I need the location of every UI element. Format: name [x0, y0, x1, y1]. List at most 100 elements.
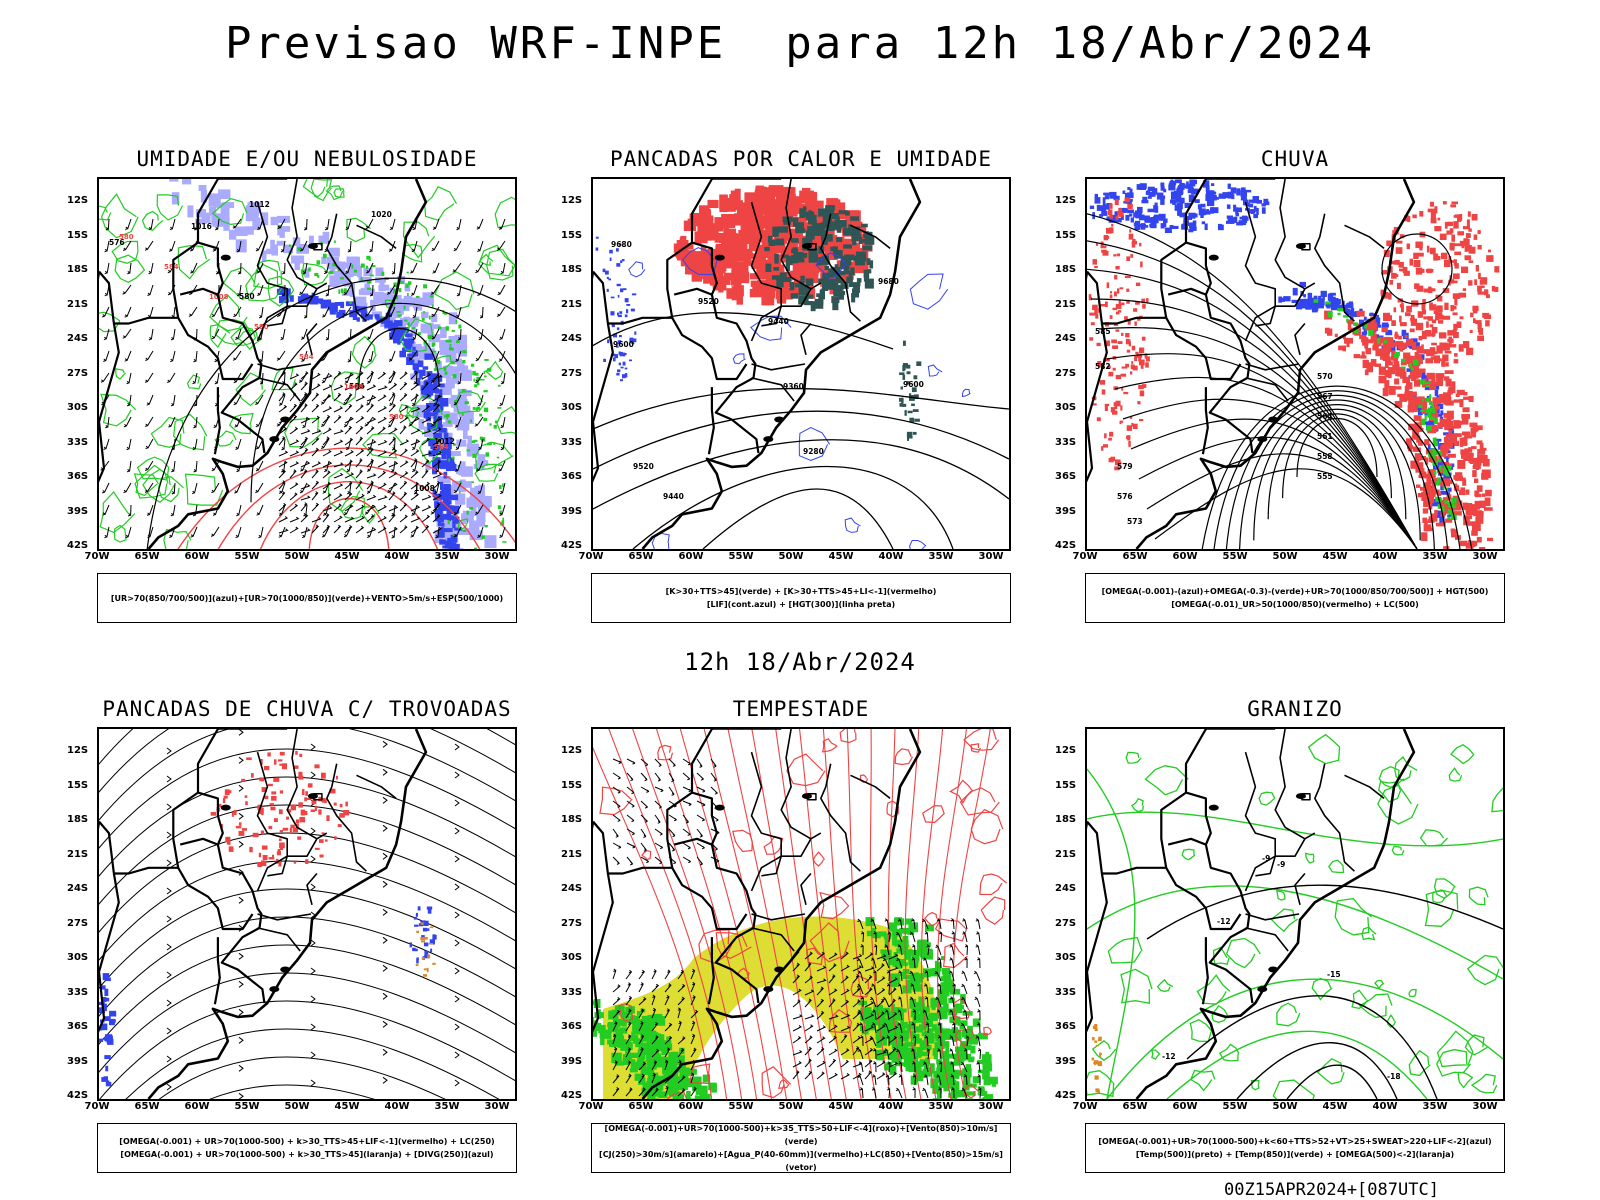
lon-tick-label: 45W	[828, 1101, 854, 1112]
lat-tick-label: 24S	[67, 883, 89, 894]
svg-text:-9: -9	[1262, 854, 1270, 863]
lon-tick-label: 60W	[678, 1101, 704, 1112]
legend-line: [OMEGA(-0.001) + UR>70(1000-500) + k>30_…	[120, 1150, 494, 1159]
svg-text:9520: 9520	[698, 297, 719, 306]
lat-tick-label: 42S	[1055, 540, 1077, 551]
lon-tick-label: 45W	[334, 1101, 360, 1112]
lat-tick-label: 18S	[1055, 264, 1077, 275]
panel-legend: [OMEGA(-0.001) + UR>70(1000-500) + k>30_…	[97, 1123, 517, 1173]
lon-tick-label: 35W	[1422, 551, 1448, 562]
lat-tick-label: 30S	[561, 402, 583, 413]
lon-tick-label: 70W	[1072, 1101, 1098, 1112]
panel-granizo: GRANIZO -9 -12 -15 -18 -9 -12 [OMEGA(-0.001)+…	[1055, 697, 1505, 1177]
svg-text:579: 579	[1117, 462, 1133, 471]
lat-tick-label: 12S	[561, 745, 583, 756]
lat-tick-label: 15S	[561, 779, 583, 791]
map-canvas	[99, 729, 515, 1099]
map-area[interactable]: 1012 1016 1020 576 580 584 1008 1012 580 584 1008 5…	[97, 177, 517, 551]
svg-text:-18: -18	[1387, 1072, 1401, 1081]
lat-tick-label: 33S	[561, 436, 583, 448]
lat-tick-label: 21S	[561, 298, 583, 310]
lat-tick-label: 42S	[67, 1090, 89, 1101]
svg-text:584: 584	[349, 382, 365, 391]
panel-legend: [OMEGA(-0.001)+UR>70(1000-500)+k<60+TTS>…	[1085, 1123, 1505, 1173]
lat-tick-label: 39S	[561, 505, 583, 517]
lon-tick-label: 60W	[184, 551, 210, 562]
lat-tick-label: 33S	[561, 986, 583, 998]
svg-text:-9: -9	[1277, 860, 1285, 869]
legend-line: [OMEGA(-0.001)+UR>70(1000-500)+k<60+TTS>…	[1098, 1137, 1492, 1146]
lat-tick-label: 15S	[67, 229, 89, 241]
lat-tick-label: 18S	[67, 814, 89, 825]
lat-tick-label: 36S	[67, 471, 89, 482]
lon-tick-label: 60W	[1172, 551, 1198, 562]
lat-tick-label: 12S	[561, 195, 583, 206]
lat-tick-label: 30S	[561, 952, 583, 963]
map-canvas	[593, 729, 1008, 1099]
panel-legend: [K>30+TTS>45](verde) + [K>30+TTS>45+LI<-…	[591, 573, 1011, 623]
lon-tick-label: 55W	[1222, 551, 1248, 562]
svg-text:9360: 9360	[783, 382, 804, 391]
svg-text:580: 580	[254, 323, 269, 331]
svg-text:9600: 9600	[613, 340, 634, 349]
svg-text:561: 561	[1317, 432, 1333, 441]
lat-tick-label: 12S	[67, 745, 89, 756]
panel-legend: [OMEGA(-0.001)+UR>70(1000-500)+k>35_TTS>…	[591, 1123, 1011, 1173]
lat-tick-label: 21S	[67, 848, 89, 860]
svg-text:9680: 9680	[878, 277, 899, 286]
map-area[interactable]	[591, 727, 1011, 1101]
lon-tick-label: 65W	[628, 1101, 654, 1112]
lon-tick-label: 60W	[678, 551, 704, 562]
lon-tick-label: 55W	[1222, 1101, 1248, 1112]
svg-text:9520: 9520	[633, 462, 654, 471]
lat-tick-label: 21S	[561, 848, 583, 860]
lat-tick-label: 42S	[67, 540, 89, 551]
lat-tick-label: 39S	[1055, 505, 1077, 517]
legend-line: [OMEGA(-0.001)+UR>70(1000-500)+k>35_TTS>…	[604, 1124, 998, 1146]
lon-tick-label: 30W	[978, 1101, 1004, 1112]
lat-tick-label: 30S	[1055, 952, 1077, 963]
legend-line: [OMEGA(-0.001) + UR>70(1000-500) + k>30_…	[119, 1137, 495, 1146]
svg-text:558: 558	[1317, 452, 1333, 461]
svg-text:1020: 1020	[371, 210, 392, 219]
svg-text:9280: 9280	[803, 447, 824, 456]
lon-tick-label: 60W	[1172, 1101, 1198, 1112]
lon-tick-label: 70W	[1072, 551, 1098, 562]
lat-tick-label: 39S	[561, 1055, 583, 1067]
legend-line: [Temp(500)](preto) + [Temp(850)](verde) …	[1135, 1150, 1455, 1159]
valid-time-subtitle: 12h 18/Abr/2024	[684, 648, 916, 676]
lon-tick-label: 70W	[84, 1101, 110, 1112]
lon-tick-label: 50W	[778, 551, 804, 562]
lat-tick-label: 33S	[67, 436, 89, 448]
map-area[interactable]: 585 582 579 576 573 570 567 564 561 558 555	[1085, 177, 1505, 551]
lon-tick-label: 65W	[628, 551, 654, 562]
lon-tick-label: 50W	[778, 1101, 804, 1112]
lat-tick-label: 21S	[67, 298, 89, 310]
legend-line: [UR>70(850/700/500)](azul)+[UR>70(1000/8…	[110, 593, 504, 603]
lon-tick-label: 50W	[284, 1101, 310, 1112]
panel-pancadas-calor: PANCADAS POR CALOR E UMIDADE 9680 9600 952…	[561, 147, 1011, 627]
lon-tick-label: 35W	[1422, 1101, 1448, 1112]
svg-text:584: 584	[434, 443, 449, 451]
lat-tick-label: 24S	[561, 333, 583, 344]
lat-tick-label: 36S	[1055, 471, 1077, 482]
lon-tick-label: 30W	[484, 551, 510, 562]
lat-tick-label: 39S	[67, 1055, 89, 1067]
lat-tick-label: 15S	[1055, 229, 1077, 241]
map-area[interactable]	[97, 727, 517, 1101]
map-area[interactable]: -9 -12 -15 -18 -9 -12	[1085, 727, 1505, 1101]
lat-tick-label: 24S	[1055, 883, 1077, 894]
svg-text:1008: 1008	[344, 383, 364, 391]
panel-title: PANCADAS POR CALOR E UMIDADE	[609, 147, 992, 171]
svg-text:564: 564	[1317, 412, 1333, 421]
svg-text:9680: 9680	[611, 240, 632, 249]
svg-text:1012: 1012	[249, 200, 270, 209]
lon-tick-label: 35W	[928, 551, 954, 562]
lat-tick-label: 42S	[561, 1090, 583, 1101]
map-area[interactable]: 9680 9600 9520 9440 9360 9280 9600 9520 9440 9680	[591, 177, 1011, 551]
lat-tick-label: 15S	[1055, 779, 1077, 791]
svg-text:567: 567	[1317, 392, 1333, 401]
svg-text:580: 580	[239, 292, 255, 301]
lat-tick-label: 21S	[1055, 848, 1077, 860]
svg-text:1016: 1016	[191, 222, 212, 231]
